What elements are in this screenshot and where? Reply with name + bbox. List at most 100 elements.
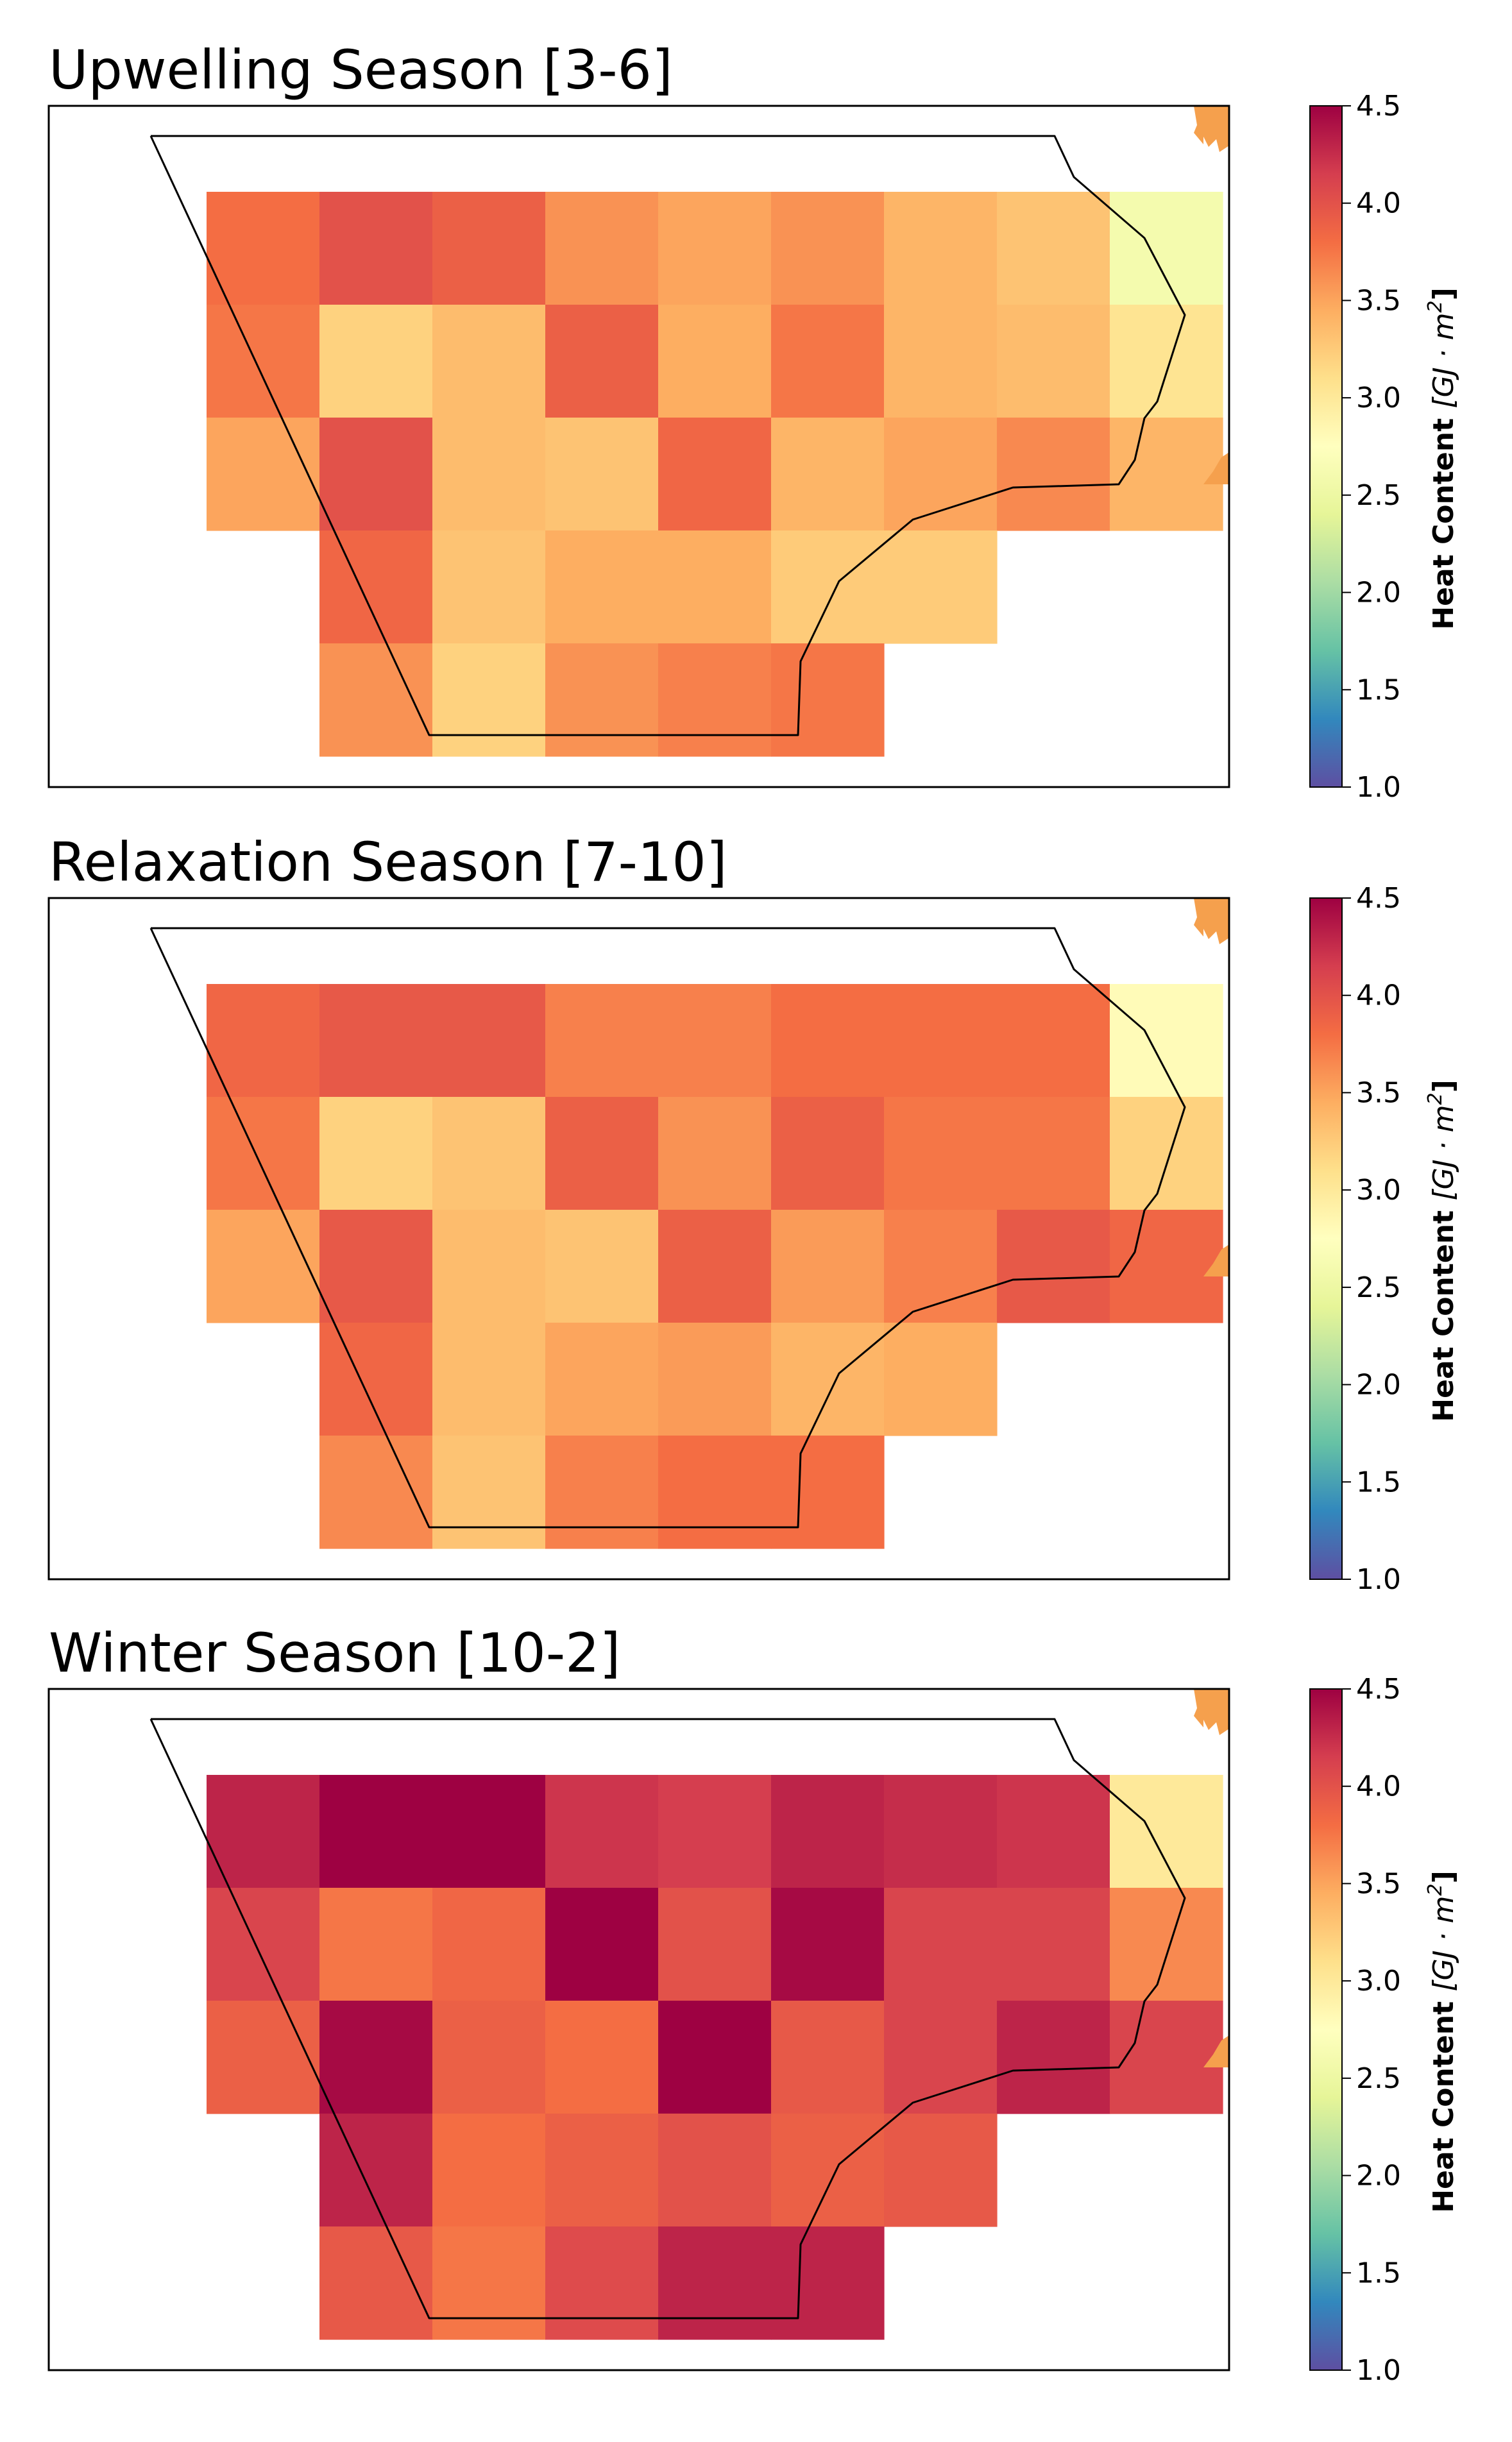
panel-3: Winter Season [10-2] 1.0 1.5 2.0 2.5 3.0 3.5 4.… <box>47 1622 1460 2387</box>
panel-title: Upwelling Season [3-6] <box>49 38 673 101</box>
panel-2: Relaxation Season [7-10] 1.0 1.5 2.0 2.5 3.0 3… <box>47 831 1460 1596</box>
heatmap-cell <box>545 1888 659 2001</box>
heatmap-cell <box>997 1775 1110 1888</box>
heatmap-cell <box>1110 984 1223 1098</box>
colorbar-tick-label: 1.5 <box>1356 2257 1401 2289</box>
heatmap-cell <box>1110 1097 1223 1210</box>
heatmap-cell <box>884 2114 998 2227</box>
heatmap-cell <box>319 2226 433 2340</box>
heatmap-cell <box>997 1888 1110 2001</box>
colorbar-tick-label: 4.0 <box>1356 187 1401 220</box>
colorbar-tick-label: 1.5 <box>1356 674 1401 706</box>
colorbar-tick-label: 1.5 <box>1356 1466 1401 1498</box>
heatmap-cell <box>771 305 885 418</box>
heatmap-cell <box>997 305 1110 418</box>
colorbar-tick-label: 2.0 <box>1356 577 1401 609</box>
panel-1: Upwelling Season [3-6] 1.0 1.5 2.0 2.5 3.0 3.5… <box>47 38 1460 804</box>
heatmap-cell <box>771 192 885 305</box>
land-patch <box>1203 452 1229 484</box>
colorbar-tick-label: 3.5 <box>1356 1867 1401 1900</box>
heatmap-cell <box>884 192 998 305</box>
heatmap-cell <box>207 192 320 305</box>
heatmap-cell <box>432 1775 546 1888</box>
heatmap-cell <box>771 1323 885 1436</box>
heatmap-cell <box>658 1888 772 2001</box>
colorbar: 1.0 1.5 2.0 2.5 3.0 3.5 4.0 4.5 Heat Content [GJ… <box>1309 1673 1460 2387</box>
heatmap-cell <box>319 984 433 1098</box>
heatmap-cell <box>1110 1210 1223 1323</box>
heatmap-cell <box>658 1210 772 1323</box>
colorbar-tick-label: 2.5 <box>1356 479 1401 512</box>
heatmap-cell <box>432 418 546 531</box>
heatmap-cell <box>658 1775 772 1888</box>
colorbar-tick-label: 4.5 <box>1356 882 1401 915</box>
heatmap-cell <box>658 1097 772 1210</box>
heatmap-cell <box>658 2001 772 2114</box>
heatmap-cell <box>432 1436 546 1549</box>
heatmap-cell <box>432 1888 546 2001</box>
heatmap-cell <box>884 1097 998 1210</box>
heatmap-cells <box>207 984 1223 1549</box>
colorbar-tick-label: 1.0 <box>1356 2354 1401 2387</box>
heatmap-cell <box>997 192 1110 305</box>
heatmap-cells <box>207 1775 1223 2340</box>
heatmap-cell <box>319 1210 433 1323</box>
colorbar-label: Heat Content [GJ · m2] <box>1424 1870 1460 2212</box>
heatmap-cell <box>432 192 546 305</box>
heatmap-cell <box>658 305 772 418</box>
heatmap-cell <box>432 305 546 418</box>
heatmap-cell <box>771 2226 885 2340</box>
heatmap-cell <box>207 1888 320 2001</box>
heatmap-cell <box>319 530 433 644</box>
heatmap-cell <box>1110 1775 1223 1888</box>
heatmap-cell <box>545 2001 659 2114</box>
heatmap-cell <box>1110 192 1223 305</box>
heatmap-cell <box>545 418 659 531</box>
colorbar-label: Heat Content [GJ · m2] <box>1424 287 1460 629</box>
heatmap-cell <box>545 1436 659 1549</box>
heatmap-cell <box>545 530 659 644</box>
heatmap-cell <box>997 1210 1110 1323</box>
heatmap-cell <box>771 1888 885 2001</box>
colorbar-tick-label: 4.5 <box>1356 1673 1401 1706</box>
heatmap-cell <box>545 1097 659 1210</box>
heatmap-cell <box>658 984 772 1098</box>
colorbar-gradient <box>1309 1688 1343 2371</box>
heatmap-cell <box>1110 1888 1223 2001</box>
heatmap-cell <box>771 1775 885 1888</box>
colorbar-tick-label: 4.0 <box>1356 1770 1401 1803</box>
heatmap-cell <box>884 1210 998 1323</box>
heatmap-cell <box>997 2001 1110 2114</box>
heatmap-cell <box>207 1775 320 1888</box>
region-outline <box>149 135 1186 736</box>
heatmap-cell <box>997 418 1110 531</box>
heatmap-cell <box>884 1323 998 1436</box>
heatmap-cell <box>432 984 546 1098</box>
heatmap-cell <box>207 984 320 1098</box>
heatmap-cell <box>545 2226 659 2340</box>
land-patch <box>1194 1689 1229 1735</box>
colorbar-tick-label: 1.0 <box>1356 1563 1401 1596</box>
axes-frame <box>47 1688 1230 2371</box>
heatmap-cell <box>319 2114 433 2227</box>
heatmap-cell <box>207 418 320 531</box>
heatmap-cell <box>319 1323 433 1436</box>
colorbar-tick-label: 3.0 <box>1356 1174 1401 1207</box>
heatmap-cell <box>545 305 659 418</box>
land-patch <box>1194 898 1229 944</box>
colorbar-tick-label: 4.5 <box>1356 90 1401 123</box>
heatmap-cell <box>884 2001 998 2114</box>
panel-title: Relaxation Season [7-10] <box>49 831 727 894</box>
heatmap-cell <box>771 643 885 757</box>
colorbar-gradient <box>1309 105 1343 788</box>
heatmap-cell <box>658 2226 772 2340</box>
heatmap-cell <box>207 305 320 418</box>
heatmap-cell <box>319 1888 433 2001</box>
heatmap-cell <box>658 192 772 305</box>
region-outline <box>149 927 1186 1529</box>
heatmap-cell <box>884 984 998 1098</box>
colorbar-tick-label: 3.0 <box>1356 382 1401 414</box>
heatmap-cell <box>432 1210 546 1323</box>
heatmap-cell <box>545 192 659 305</box>
